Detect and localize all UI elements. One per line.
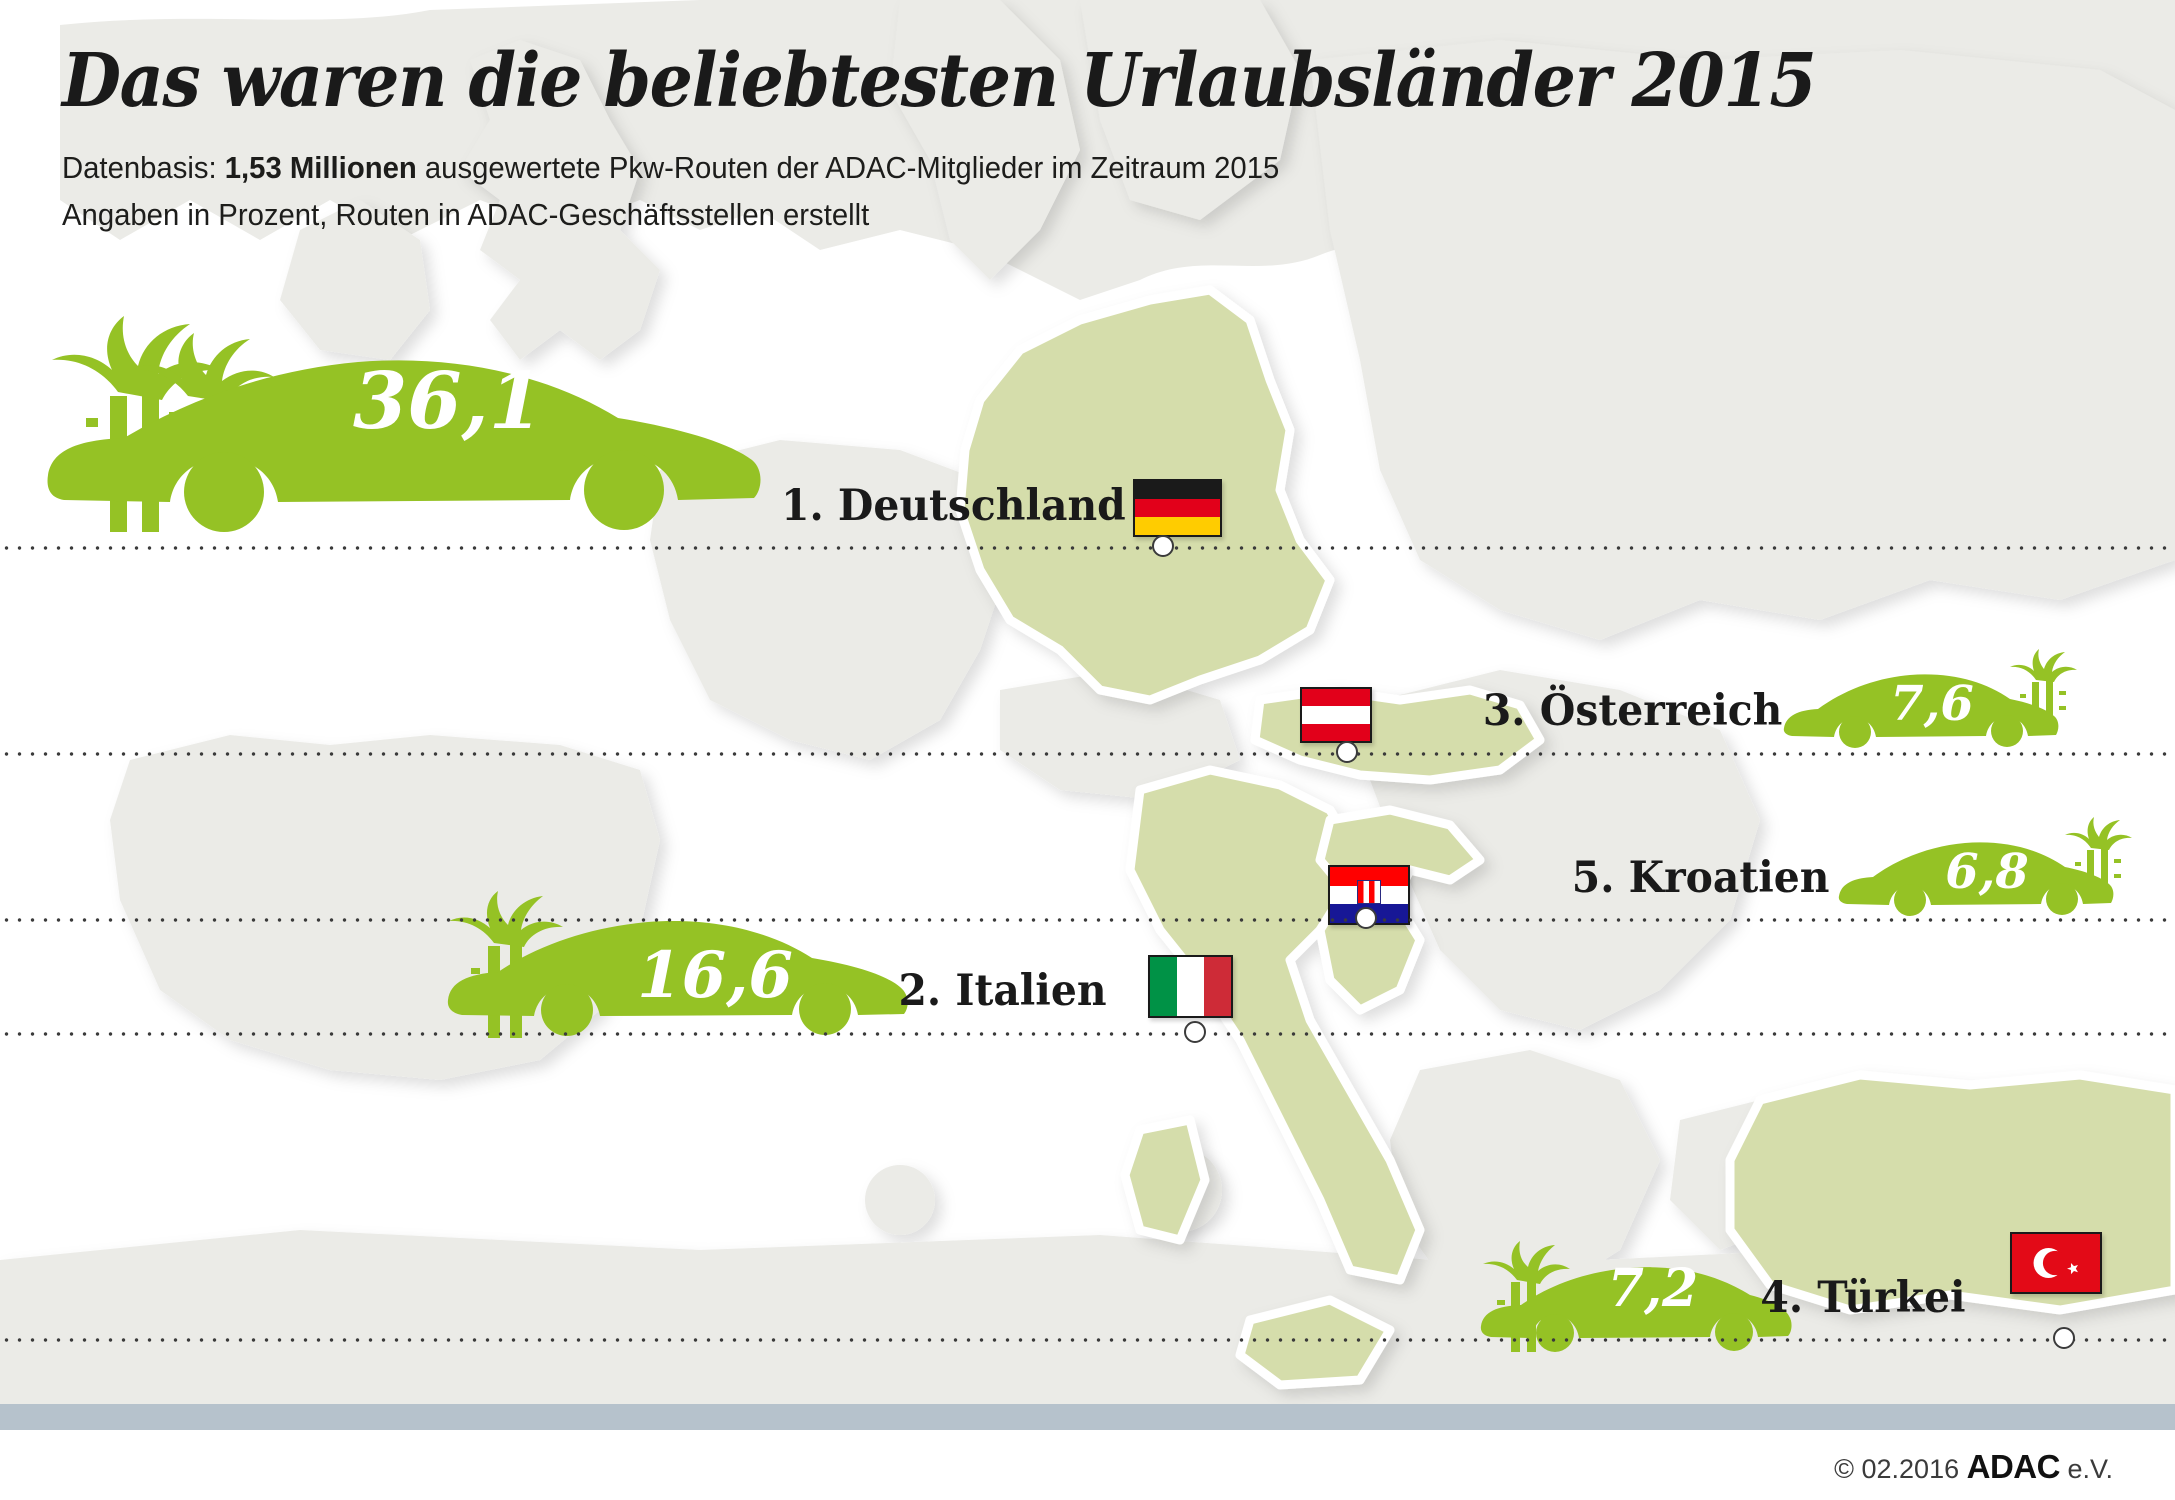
german-flag (1133, 479, 1222, 537)
croatian-coat-of-arms (1357, 880, 1381, 905)
car-deutschland: 36,1 (38, 300, 768, 538)
flag-stripe (1204, 957, 1231, 1016)
adac-logo: ADAC (1966, 1448, 2061, 1485)
car-kroatien: 6,8 (1835, 817, 2132, 928)
leader-line (0, 1032, 2175, 1036)
car-value-tuerkei: 7,2 (1607, 1258, 1699, 1319)
flag-stripe (1302, 706, 1370, 724)
copyright-credit: © 02.2016 ADAC e.V. (1834, 1448, 2113, 1486)
map-node-oesterreich (1336, 741, 1358, 763)
subtitle-1-highlight: 1,53 Millionen (224, 151, 417, 185)
turkish-crescent-star (2012, 1234, 2100, 1292)
flag-stripe (1150, 957, 1177, 1016)
turkish-flag (2010, 1232, 2102, 1294)
italian-flag (1148, 955, 1233, 1018)
entity-suffix: e.V. (2059, 1454, 2113, 1484)
subtitle-line-1: Datenbasis: 1,53 Millionen ausgewertete … (62, 146, 2040, 191)
flag-stripe (1330, 867, 1408, 886)
subtitle-1-pre: Datenbasis: (62, 151, 225, 185)
flag-stripe (1302, 689, 1370, 707)
car-tuerkei: 7,2 (1475, 1240, 1795, 1355)
subtitle-1-post: ausgewertete Pkw-Routen der ADAC-Mitglie… (416, 151, 1280, 185)
map-node-italien (1184, 1021, 1206, 1043)
label-tuerkei: 4. Türkei (1760, 1273, 1966, 1323)
copyright-text: © 02.2016 (1834, 1454, 1967, 1484)
car-italien: 16,6 (440, 880, 940, 1040)
car-value-deutschland: 36,1 (353, 356, 543, 447)
leader-line (0, 752, 2175, 756)
croatian-flag (1328, 865, 1410, 925)
leader-line (0, 918, 2175, 922)
flag-stripe (1135, 517, 1220, 535)
footer-bar (0, 1404, 2175, 1430)
label-kroatien: 5. Kroatien (1571, 853, 1830, 903)
map-node-deutschland (1152, 535, 1174, 557)
header: Das waren die beliebtesten Urlaubsländer… (62, 40, 2122, 238)
label-italien: 2. Italien (898, 966, 1107, 1016)
flag-stripe (1135, 481, 1220, 499)
flag-stripe (1177, 957, 1204, 1016)
subtitle-line-2: Angaben in Prozent, Routen in ADAC-Gesch… (62, 198, 870, 232)
austrian-flag (1300, 687, 1372, 743)
flag-stripe (1330, 880, 1408, 905)
car-value-oesterreich: 7,6 (1890, 676, 1974, 732)
label-deutschland: 1. Deutschland (781, 481, 1126, 531)
car-oesterreich: 7,6 (1780, 649, 2077, 760)
map-node-kroatien (1355, 907, 1377, 929)
car-value-italien: 16,6 (637, 938, 793, 1013)
map-node-tuerkei (2053, 1327, 2075, 1349)
flag-stripe (1135, 499, 1220, 517)
leader-line (0, 546, 2175, 550)
leader-line (0, 1338, 2175, 1342)
page-title: Das waren die beliebtesten Urlaubsländer… (62, 38, 1817, 124)
flag-stripe (1302, 723, 1370, 741)
label-oesterreich: 3. Österreich (1482, 686, 1783, 736)
car-value-kroatien: 6,8 (1945, 844, 2029, 900)
